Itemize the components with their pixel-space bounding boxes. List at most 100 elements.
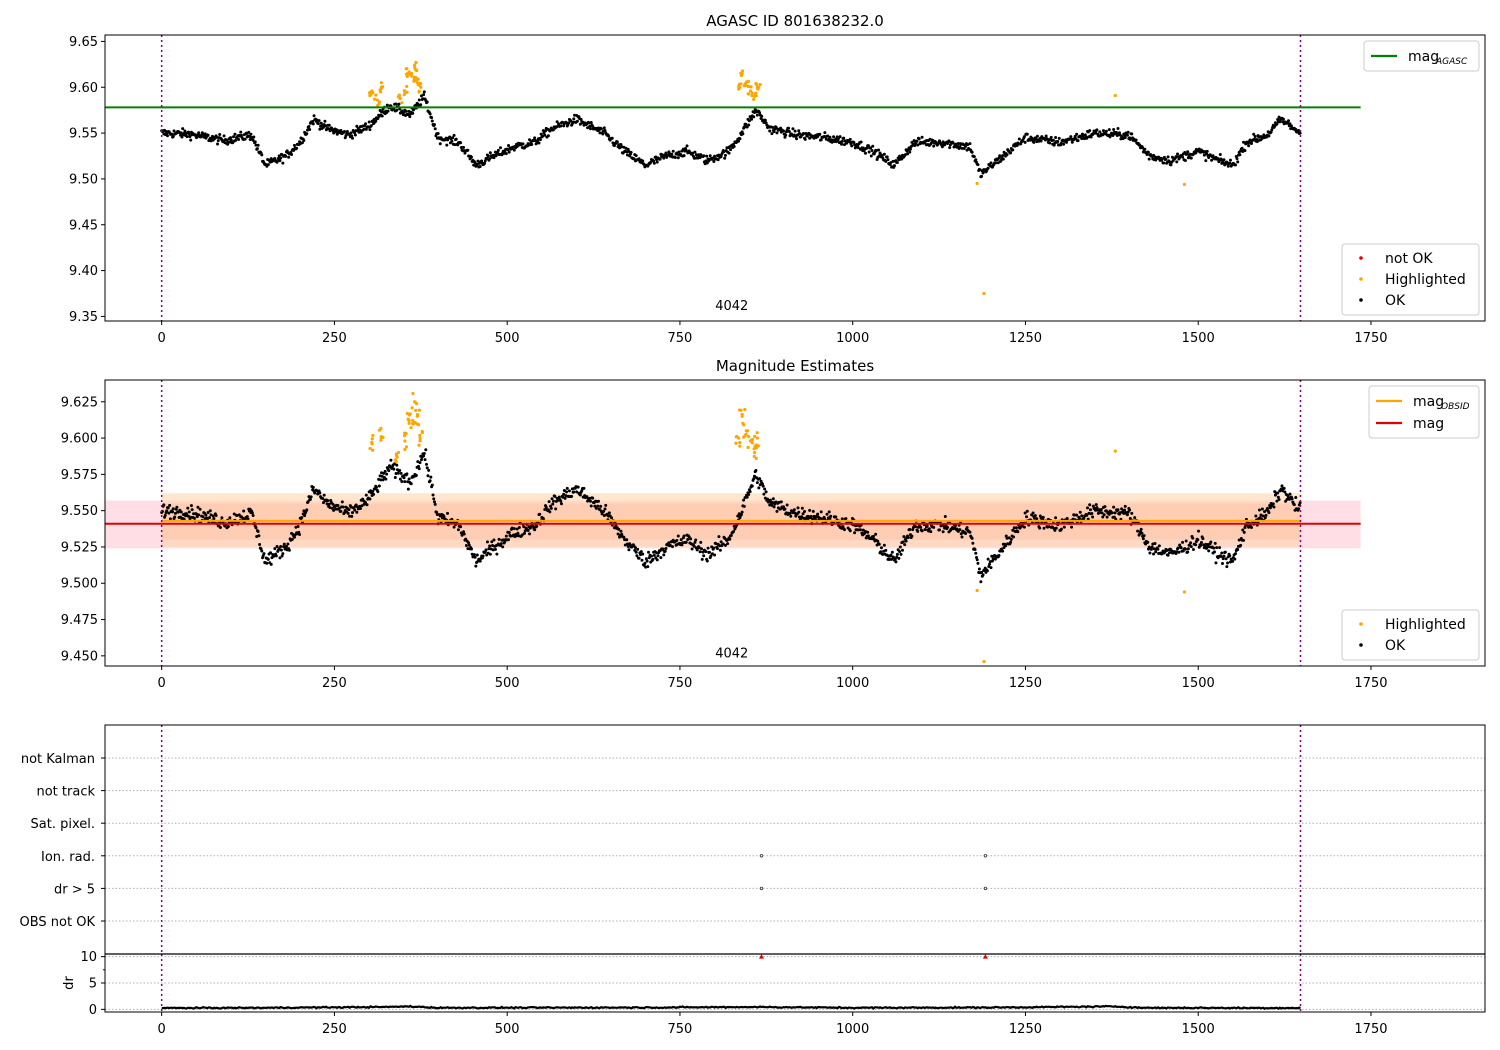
ok-point <box>1220 551 1224 555</box>
ok-point <box>937 528 941 532</box>
ok-point <box>1213 541 1217 545</box>
ok-point <box>1048 141 1052 145</box>
ok-point <box>1277 498 1281 502</box>
highlighted-point <box>740 412 744 416</box>
highlighted-point <box>403 439 407 443</box>
ok-point <box>348 514 352 518</box>
ok-point <box>1120 507 1124 511</box>
ok-point <box>171 507 175 511</box>
legend-label: Highlighted <box>1385 617 1466 633</box>
ok-point <box>800 506 804 510</box>
ok-point <box>196 505 200 509</box>
ok-point <box>1078 510 1082 514</box>
ok-point <box>1088 503 1092 507</box>
highlighted-point <box>417 90 421 94</box>
ok-point <box>1065 516 1069 520</box>
ok-point <box>1112 515 1116 519</box>
flag-point <box>983 854 988 858</box>
flag-point <box>759 886 764 891</box>
ok-point <box>887 558 891 562</box>
ok-point <box>274 554 278 558</box>
ok-point <box>1085 136 1089 140</box>
ok-point <box>702 154 706 158</box>
ok-point <box>679 538 683 542</box>
flag-category-label: not Kalman <box>21 752 95 767</box>
ok-point <box>787 126 791 130</box>
highlighted-point <box>419 85 423 89</box>
ok-point <box>509 534 513 538</box>
ok-point <box>269 551 273 555</box>
x-tick-label: 1000 <box>836 676 869 691</box>
ok-point <box>656 554 660 558</box>
ok-point <box>1152 552 1156 556</box>
ok-point <box>418 461 422 465</box>
legend-label: OK <box>1385 293 1406 309</box>
ok-point <box>1076 139 1080 143</box>
highlighted-point <box>409 426 413 430</box>
ok-point <box>625 150 629 154</box>
ok-point <box>591 496 595 500</box>
ok-point <box>337 506 341 510</box>
ok-point <box>542 131 546 135</box>
ok-point <box>442 514 446 518</box>
ok-point <box>1275 122 1279 126</box>
ok-point <box>576 485 580 489</box>
highlighted-point <box>417 408 422 412</box>
highlighted-point <box>381 85 385 89</box>
ok-point <box>1290 497 1294 501</box>
ok-point <box>1183 159 1187 163</box>
ok-point <box>716 158 720 162</box>
highlighted-point <box>371 448 375 452</box>
ok-point <box>610 516 614 520</box>
ok-point <box>578 493 582 497</box>
legend-label: not OK <box>1385 251 1433 267</box>
x-tick-label: 1000 <box>836 1022 869 1037</box>
ok-point <box>311 485 315 489</box>
ok-point <box>187 132 191 136</box>
ok-point <box>1111 133 1115 137</box>
x-tick-label: 250 <box>322 676 347 691</box>
ok-point <box>1139 527 1143 531</box>
ok-point <box>279 548 283 552</box>
highlighted-point <box>414 76 418 80</box>
ok-point <box>671 149 675 153</box>
ok-point <box>350 134 354 138</box>
ok-point <box>879 550 883 554</box>
ok-point <box>350 136 354 140</box>
ok-point <box>1241 528 1245 532</box>
ok-point <box>1125 133 1129 137</box>
y-tick-label: 9.40 <box>69 264 98 279</box>
ok-point <box>1234 552 1238 556</box>
ok-point <box>493 547 497 551</box>
y-tick-label: 9.55 <box>69 127 98 142</box>
ok-point <box>495 552 499 556</box>
ok-point <box>276 159 280 163</box>
ok-point <box>1088 129 1092 133</box>
ok-point <box>1089 135 1093 139</box>
ok-point <box>840 517 844 521</box>
ok-point <box>745 495 749 499</box>
ok-point <box>1181 155 1185 159</box>
highlighted-point <box>753 93 758 97</box>
ok-point <box>188 135 192 139</box>
ok-point <box>973 548 977 552</box>
ok-point <box>977 567 981 571</box>
ok-point <box>1189 545 1193 549</box>
ok-point <box>533 136 537 140</box>
ok-point <box>659 556 663 560</box>
ok-point <box>1123 504 1127 508</box>
ok-point <box>840 142 844 146</box>
ok-point <box>575 490 579 494</box>
ok-point <box>377 484 381 488</box>
ok-point <box>292 148 296 152</box>
ok-point <box>589 121 593 125</box>
highlighted-point <box>371 433 375 438</box>
ok-point <box>1088 508 1092 512</box>
ok-point <box>394 102 398 106</box>
ok-point <box>904 539 908 543</box>
ok-point <box>353 131 357 135</box>
ok-point <box>506 144 510 148</box>
ok-point <box>1191 548 1195 552</box>
ok-point <box>649 554 653 558</box>
ok-point <box>557 495 561 499</box>
